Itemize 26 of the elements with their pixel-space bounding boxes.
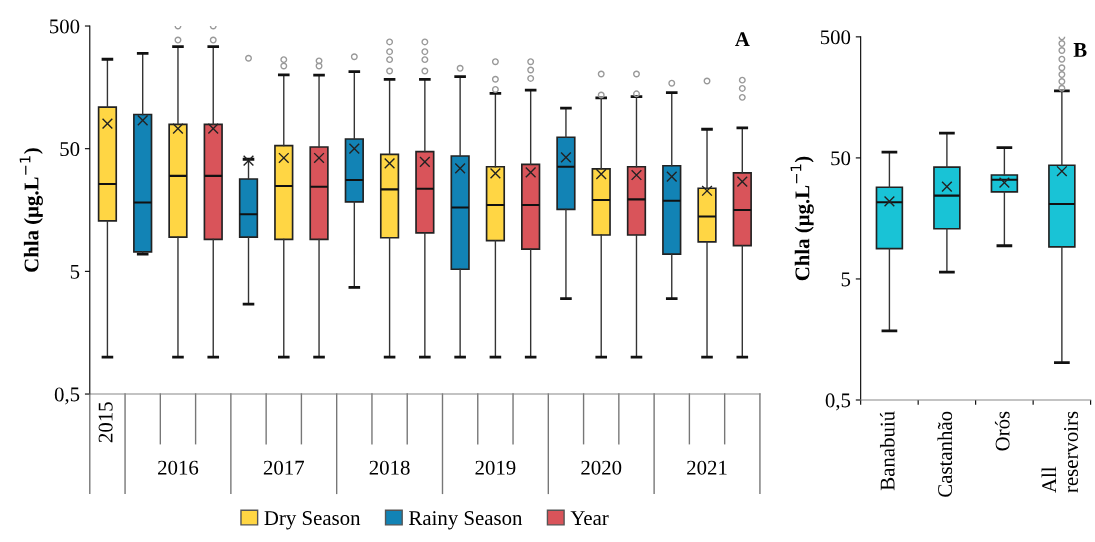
- chart-title: B: [1073, 43, 1087, 57]
- x-tick-label: Castanhão: [937, 411, 953, 497]
- y-tick-label: 0,5: [54, 387, 80, 405]
- x-tick-label: 2018: [369, 460, 410, 475]
- legend-label: Rainy Season: [409, 511, 523, 530]
- legend-label: Year: [570, 511, 609, 526]
- x-tick-label: 2017: [263, 460, 305, 475]
- x-tick-label: 2016: [158, 460, 199, 475]
- y-tick-label: 5: [841, 272, 851, 287]
- x-tick-label: 2020: [581, 460, 622, 475]
- x-tick-label: Orós: [994, 411, 1010, 451]
- y-tick-label: 500: [820, 30, 851, 45]
- x-tick-label: 2015: [98, 402, 113, 443]
- x-tick-label: 2019: [475, 460, 516, 475]
- y-tick-label: 500: [50, 19, 80, 34]
- y-tick-label: 50: [831, 151, 851, 166]
- chart-title: A: [735, 32, 750, 46]
- y-tick-label: 0,5: [825, 393, 851, 411]
- y-axis-title: Chla (μg.L$^{−1}$): [19, 148, 43, 272]
- y-tick-label: 5: [70, 264, 80, 279]
- x-tick-label: Banabuiú: [879, 411, 895, 491]
- legend-label: Dry Season: [264, 511, 361, 530]
- x-tick-label: All reservoirs: [1041, 411, 1078, 493]
- y-axis-title: Chla (μg.L$^{−1}$): [790, 156, 814, 281]
- y-tick-label: 50: [60, 142, 80, 157]
- x-tick-label: 2021: [687, 460, 727, 475]
